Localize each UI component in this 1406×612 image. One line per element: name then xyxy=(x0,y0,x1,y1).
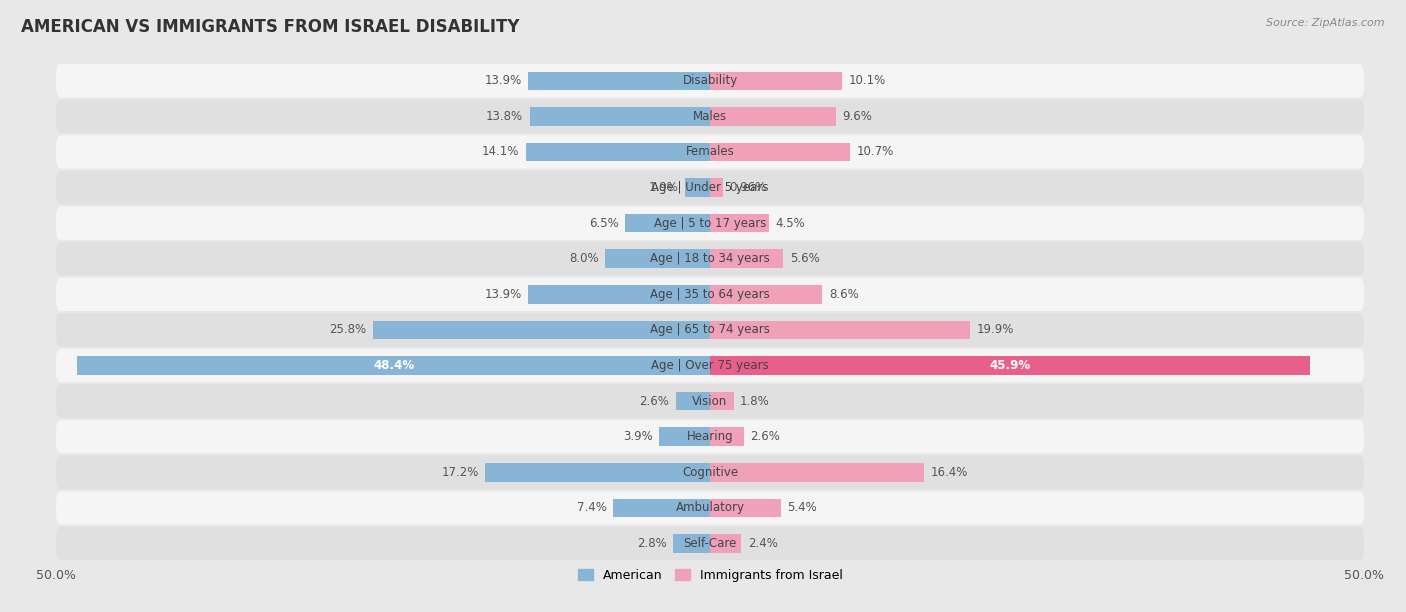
FancyBboxPatch shape xyxy=(56,171,1364,204)
Text: Males: Males xyxy=(693,110,727,123)
Bar xyxy=(710,285,823,304)
Text: 5.6%: 5.6% xyxy=(790,252,820,265)
Text: 17.2%: 17.2% xyxy=(441,466,478,479)
Text: 19.9%: 19.9% xyxy=(977,323,1014,337)
Bar xyxy=(373,321,710,339)
Bar xyxy=(529,72,710,90)
Text: 0.96%: 0.96% xyxy=(730,181,766,194)
FancyBboxPatch shape xyxy=(56,278,1364,311)
FancyBboxPatch shape xyxy=(56,206,1364,240)
Text: 4.5%: 4.5% xyxy=(776,217,806,230)
FancyBboxPatch shape xyxy=(56,64,1364,97)
Bar xyxy=(485,463,710,482)
Text: Disability: Disability xyxy=(682,74,738,88)
Bar xyxy=(710,143,851,161)
Text: Age | 5 to 17 years: Age | 5 to 17 years xyxy=(654,217,766,230)
FancyBboxPatch shape xyxy=(56,420,1364,453)
Text: Ambulatory: Ambulatory xyxy=(675,501,745,514)
Text: 1.9%: 1.9% xyxy=(648,181,679,194)
FancyBboxPatch shape xyxy=(56,100,1364,133)
Legend: American, Immigrants from Israel: American, Immigrants from Israel xyxy=(572,564,848,587)
FancyBboxPatch shape xyxy=(56,527,1364,560)
Text: 6.5%: 6.5% xyxy=(589,217,619,230)
Text: Hearing: Hearing xyxy=(686,430,734,443)
Text: Source: ZipAtlas.com: Source: ZipAtlas.com xyxy=(1267,18,1385,28)
FancyBboxPatch shape xyxy=(56,491,1364,524)
Text: Age | 18 to 34 years: Age | 18 to 34 years xyxy=(650,252,770,265)
Text: 2.8%: 2.8% xyxy=(637,537,666,550)
Bar xyxy=(685,178,710,197)
FancyBboxPatch shape xyxy=(56,384,1364,418)
FancyBboxPatch shape xyxy=(56,313,1364,346)
Bar xyxy=(710,356,1310,375)
Text: 13.8%: 13.8% xyxy=(486,110,523,123)
Text: 1.8%: 1.8% xyxy=(740,395,770,408)
Text: 3.9%: 3.9% xyxy=(623,430,652,443)
Text: 48.4%: 48.4% xyxy=(373,359,415,372)
Text: 9.6%: 9.6% xyxy=(842,110,872,123)
Text: Self-Care: Self-Care xyxy=(683,537,737,550)
Text: 13.9%: 13.9% xyxy=(485,288,522,301)
Text: Age | 35 to 64 years: Age | 35 to 64 years xyxy=(650,288,770,301)
FancyBboxPatch shape xyxy=(56,242,1364,275)
FancyBboxPatch shape xyxy=(56,349,1364,382)
Bar xyxy=(710,427,744,446)
Bar xyxy=(606,250,710,268)
Text: 7.4%: 7.4% xyxy=(576,501,607,514)
Bar xyxy=(526,143,710,161)
Text: Cognitive: Cognitive xyxy=(682,466,738,479)
Text: 13.9%: 13.9% xyxy=(485,74,522,88)
Bar xyxy=(710,107,835,125)
Text: 8.6%: 8.6% xyxy=(830,288,859,301)
Text: 25.8%: 25.8% xyxy=(329,323,366,337)
Text: 10.1%: 10.1% xyxy=(849,74,886,88)
Text: Age | Over 75 years: Age | Over 75 years xyxy=(651,359,769,372)
Text: 2.6%: 2.6% xyxy=(640,395,669,408)
Text: Age | 65 to 74 years: Age | 65 to 74 years xyxy=(650,323,770,337)
Bar xyxy=(77,356,710,375)
Bar xyxy=(659,427,710,446)
Bar xyxy=(613,499,710,517)
Bar xyxy=(530,107,710,125)
Bar xyxy=(673,534,710,553)
Text: 8.0%: 8.0% xyxy=(569,252,599,265)
Text: Age | Under 5 years: Age | Under 5 years xyxy=(651,181,769,194)
Bar xyxy=(676,392,710,411)
Text: 5.4%: 5.4% xyxy=(787,501,817,514)
Text: Vision: Vision xyxy=(692,395,728,408)
Text: 45.9%: 45.9% xyxy=(990,359,1031,372)
Text: 2.4%: 2.4% xyxy=(748,537,778,550)
Bar xyxy=(710,392,734,411)
Text: 10.7%: 10.7% xyxy=(856,146,894,159)
Text: 2.6%: 2.6% xyxy=(751,430,780,443)
Bar xyxy=(710,178,723,197)
Bar xyxy=(710,463,925,482)
FancyBboxPatch shape xyxy=(56,135,1364,169)
Text: 16.4%: 16.4% xyxy=(931,466,969,479)
Text: 14.1%: 14.1% xyxy=(482,146,519,159)
Bar xyxy=(710,499,780,517)
Bar xyxy=(529,285,710,304)
Text: Females: Females xyxy=(686,146,734,159)
FancyBboxPatch shape xyxy=(56,455,1364,489)
Bar xyxy=(710,72,842,90)
Bar xyxy=(626,214,710,233)
Text: AMERICAN VS IMMIGRANTS FROM ISRAEL DISABILITY: AMERICAN VS IMMIGRANTS FROM ISRAEL DISAB… xyxy=(21,18,520,36)
Bar xyxy=(710,321,970,339)
Bar xyxy=(710,534,741,553)
Bar xyxy=(710,214,769,233)
Bar xyxy=(710,250,783,268)
